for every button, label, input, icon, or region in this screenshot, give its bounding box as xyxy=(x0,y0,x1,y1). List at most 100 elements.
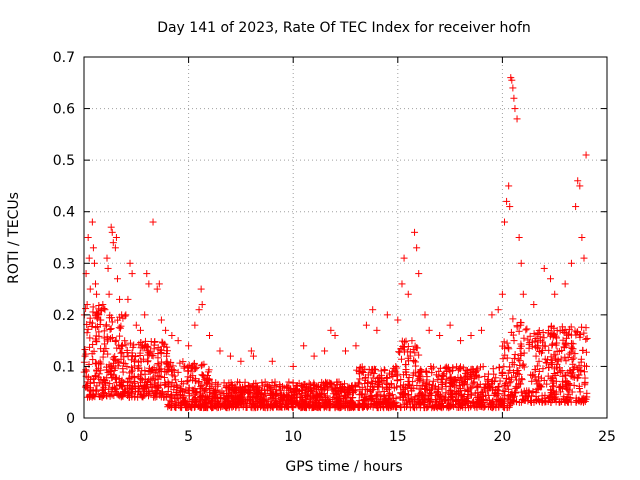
data-point xyxy=(191,377,199,385)
data-point xyxy=(328,384,336,392)
data-point xyxy=(532,343,540,351)
data-point xyxy=(113,344,121,352)
data-point xyxy=(557,383,565,391)
data-point xyxy=(257,402,265,410)
data-point xyxy=(498,290,506,298)
data-point xyxy=(548,375,556,383)
data-point xyxy=(107,335,115,343)
data-point xyxy=(212,386,220,394)
y-tick-label: 0.1 xyxy=(53,359,75,375)
data-point xyxy=(89,341,97,349)
data-point xyxy=(118,381,126,389)
data-point xyxy=(126,259,134,267)
data-point xyxy=(397,355,405,363)
data-point xyxy=(435,391,443,399)
data-point xyxy=(231,386,239,394)
data-point xyxy=(520,334,528,342)
data-point xyxy=(515,234,523,241)
data-point xyxy=(500,391,508,399)
data-point xyxy=(191,321,199,329)
data-point xyxy=(107,363,115,371)
data-point xyxy=(553,347,561,355)
data-point xyxy=(533,386,541,394)
data-point xyxy=(95,328,103,336)
data-point xyxy=(282,397,290,405)
data-point xyxy=(472,367,480,375)
data-point xyxy=(549,340,557,348)
data-point xyxy=(358,367,366,375)
data-point xyxy=(398,390,406,398)
data-point xyxy=(89,319,97,327)
data-point xyxy=(195,377,203,385)
data-point xyxy=(110,392,118,400)
data-point xyxy=(511,351,519,359)
data-point xyxy=(578,397,586,405)
data-point xyxy=(206,398,214,406)
data-point xyxy=(570,374,578,382)
data-point xyxy=(514,355,522,363)
data-point xyxy=(467,331,475,339)
y-tick-label: 0.7 xyxy=(53,50,75,66)
y-axis-label: ROTI / TECUs xyxy=(6,192,22,284)
data-point xyxy=(145,280,153,288)
data-point xyxy=(423,368,431,376)
data-point xyxy=(548,341,556,349)
data-point xyxy=(567,339,575,347)
data-point xyxy=(476,396,484,404)
data-point xyxy=(402,366,410,374)
data-point xyxy=(316,402,324,410)
data-point xyxy=(101,306,109,314)
data-point xyxy=(462,366,470,374)
data-point xyxy=(559,336,567,344)
data-point xyxy=(549,333,557,341)
data-point xyxy=(304,388,312,396)
data-point xyxy=(81,352,89,360)
data-point xyxy=(499,387,507,395)
data-point xyxy=(378,371,386,379)
data-point xyxy=(106,325,114,333)
data-point xyxy=(276,397,284,405)
data-point xyxy=(107,370,115,378)
data-point xyxy=(579,346,587,354)
data-point xyxy=(520,349,528,357)
data-point xyxy=(517,351,525,359)
data-point xyxy=(523,393,531,401)
data-point xyxy=(128,352,136,360)
data-point xyxy=(442,383,450,391)
data-point xyxy=(113,390,121,398)
data-point xyxy=(177,385,185,393)
data-point xyxy=(358,383,366,391)
data-point xyxy=(95,305,103,313)
data-point xyxy=(381,366,389,374)
data-point xyxy=(496,364,504,372)
data-point xyxy=(216,347,224,355)
chart-title: Day 141 of 2023, Rate Of TEC Index for r… xyxy=(157,20,531,36)
data-point xyxy=(191,365,199,373)
data-point xyxy=(173,388,181,396)
data-point xyxy=(134,358,142,366)
data-point xyxy=(387,380,395,388)
data-point xyxy=(116,345,124,353)
data-point xyxy=(525,341,533,349)
data-point xyxy=(511,105,519,113)
x-tick-label: 10 xyxy=(284,429,302,445)
data-point xyxy=(310,352,318,360)
y-tick-label: 0.5 xyxy=(53,153,75,169)
data-point xyxy=(127,379,135,387)
data-point xyxy=(163,350,171,358)
data-point xyxy=(154,354,162,362)
data-point xyxy=(570,354,578,362)
data-point xyxy=(530,301,538,309)
data-point xyxy=(189,386,197,394)
data-point xyxy=(513,322,521,330)
data-point xyxy=(326,402,334,410)
y-tick-label: 0 xyxy=(66,411,75,427)
data-point xyxy=(319,386,327,394)
data-point xyxy=(454,403,462,411)
data-point xyxy=(84,234,92,241)
data-point xyxy=(168,367,176,375)
data-point xyxy=(180,364,188,372)
plot-frame xyxy=(83,56,608,419)
data-point xyxy=(193,364,201,372)
data-point xyxy=(288,393,296,401)
